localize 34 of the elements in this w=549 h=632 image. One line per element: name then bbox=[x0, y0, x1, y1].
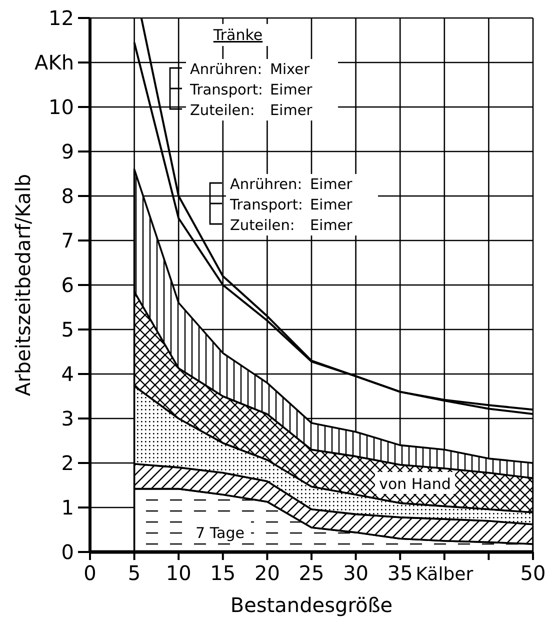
y-tick-label: 2 bbox=[61, 451, 74, 475]
y-tick-label: 8 bbox=[61, 184, 74, 208]
y-tick-label: 10 bbox=[48, 95, 74, 119]
y-axis-title: Arbeitszeitbedarf/Kalb bbox=[11, 174, 35, 396]
annotation: Transport: Eimer bbox=[229, 198, 352, 214]
x-tick-label: Kälber bbox=[416, 564, 474, 585]
x-tick-label: 20 bbox=[254, 561, 280, 585]
annotation: 7 Tage bbox=[196, 524, 244, 542]
y-tick-label: 4 bbox=[61, 362, 74, 386]
x-axis-title: Bestandesgröße bbox=[230, 593, 393, 617]
annotation: Anrühren: Mixer bbox=[190, 62, 310, 78]
y-tick-label: 5 bbox=[61, 318, 74, 342]
annotation: Tränke bbox=[212, 26, 263, 44]
y-tick-label: AKh bbox=[34, 50, 74, 74]
annotation: Transport: Eimer bbox=[189, 82, 312, 98]
y-tick-label: 3 bbox=[61, 406, 74, 430]
x-tick-label: 25 bbox=[298, 561, 324, 585]
x-tick-label: 50 bbox=[520, 561, 546, 585]
annotation: Anrühren: Eimer bbox=[230, 177, 352, 193]
y-tick-label: 6 bbox=[61, 273, 74, 297]
annotation: Zuteilen: Eimer bbox=[230, 218, 352, 234]
x-tick-label: 30 bbox=[343, 561, 369, 585]
y-tick-label: 12 bbox=[48, 6, 74, 30]
x-tick-label: 15 bbox=[210, 561, 236, 585]
x-tick-label: 10 bbox=[166, 561, 192, 585]
y-tick-label: 0 bbox=[61, 540, 74, 564]
annotation: Zuteilen: Eimer bbox=[190, 103, 312, 119]
y-tick-label: 9 bbox=[61, 140, 74, 164]
y-tick-label: 1 bbox=[61, 496, 74, 520]
x-tick-label: 35 bbox=[387, 561, 413, 585]
y-tick-label: 7 bbox=[61, 228, 74, 252]
annotation: von Hand bbox=[379, 475, 451, 493]
x-tick-label: 5 bbox=[128, 561, 141, 585]
x-tick-label: 0 bbox=[84, 561, 96, 585]
